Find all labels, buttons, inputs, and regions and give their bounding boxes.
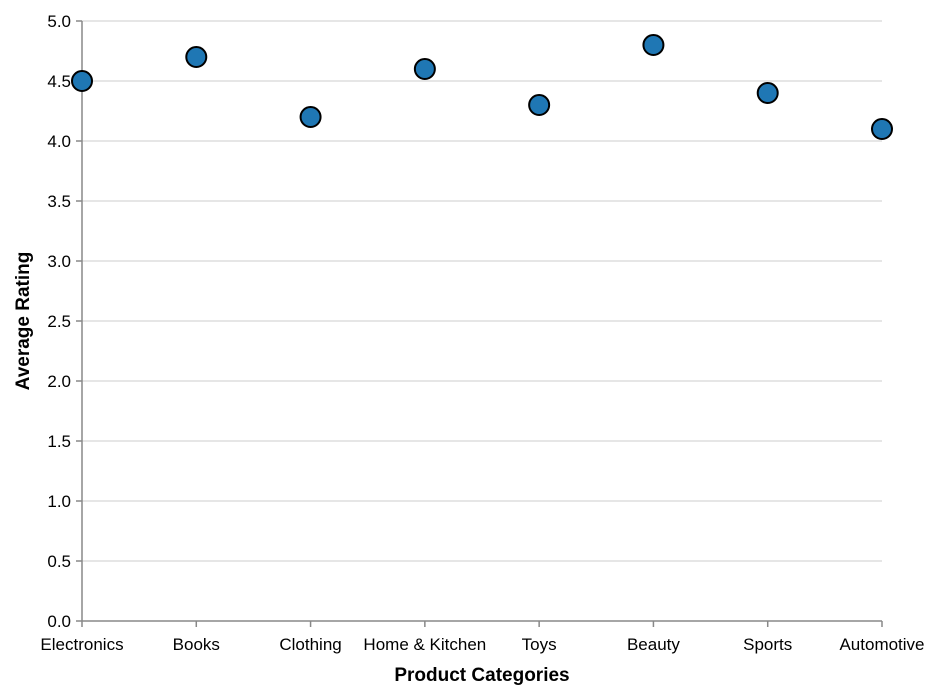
x-axis-title: Product Categories — [394, 665, 569, 686]
y-tick-label: 5.0 — [47, 12, 71, 31]
y-tick-label: 3.5 — [47, 192, 71, 211]
y-tick-label: 1.0 — [47, 492, 71, 511]
gridlines — [82, 20, 882, 562]
data-point[interactable] — [642, 34, 665, 56]
x-tick-label: Home & Kitchen — [363, 635, 486, 654]
y-axis-title: Average Rating — [13, 252, 34, 391]
data-points — [71, 34, 893, 140]
y-tick-label: 4.5 — [47, 72, 71, 91]
data-point[interactable] — [871, 118, 893, 140]
data-point[interactable] — [299, 106, 322, 128]
data-point[interactable] — [756, 82, 779, 104]
y-tick-label: 0.0 — [47, 612, 71, 631]
y-tick-label: 2.5 — [47, 312, 71, 331]
y-axis-ticks: 0.0 0.5 1.0 1.5 2.0 2.5 3.0 3.5 4.0 4.5 5.0 — [47, 12, 82, 631]
data-point[interactable] — [71, 70, 93, 92]
x-tick-label: Beauty — [627, 635, 680, 654]
y-tick-label: 1.5 — [47, 432, 71, 451]
data-point[interactable] — [185, 46, 208, 68]
y-tick-label: 0.5 — [47, 552, 71, 571]
x-tick-label: Clothing — [279, 635, 341, 654]
y-tick-label: 3.0 — [47, 252, 71, 271]
x-tick-label: Toys — [522, 635, 557, 654]
x-tick-label: Books — [173, 635, 220, 654]
x-tick-label: Electronics — [40, 635, 123, 654]
x-axis-ticks: Electronics Books Clothing Home & Kitchen To… — [40, 621, 925, 654]
data-point[interactable] — [413, 58, 436, 80]
x-tick-label: Automotive — [839, 635, 924, 654]
x-tick-label: Sports — [743, 635, 792, 654]
y-tick-label: 2.0 — [47, 372, 71, 391]
y-tick-label: 4.0 — [47, 132, 71, 151]
data-point[interactable] — [528, 94, 551, 116]
